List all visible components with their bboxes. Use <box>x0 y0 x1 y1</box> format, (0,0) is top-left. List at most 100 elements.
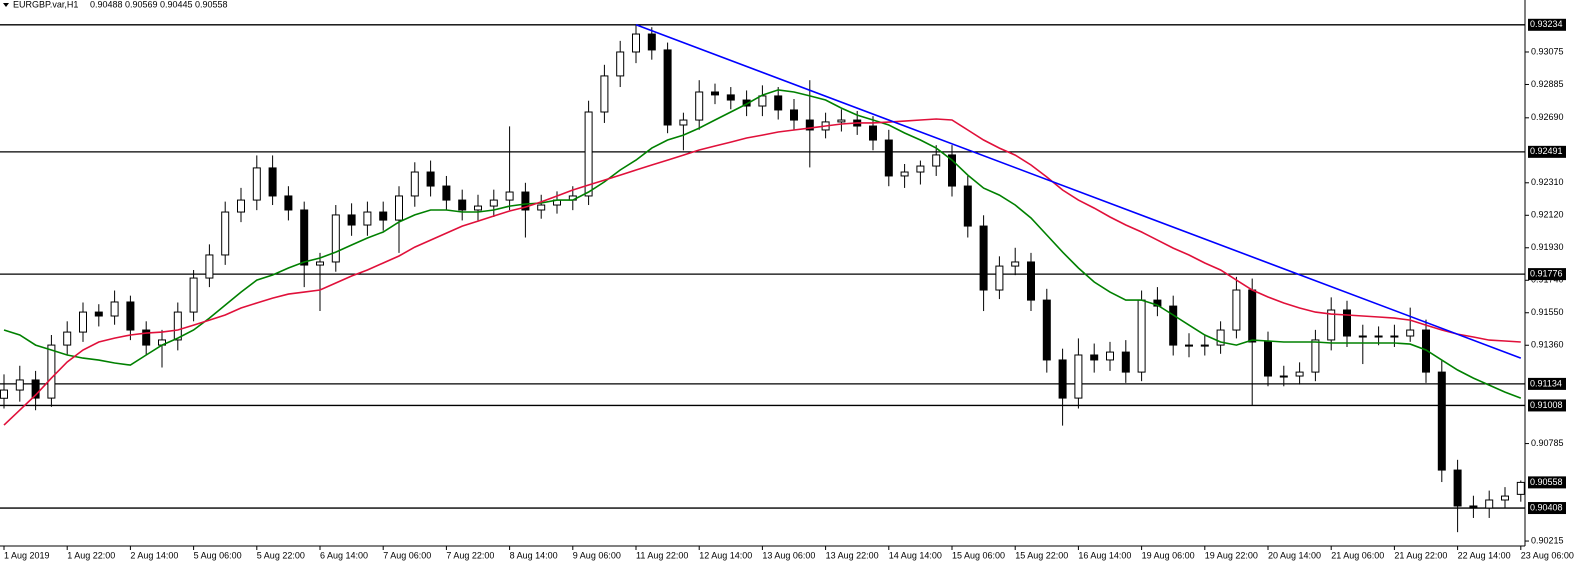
level-label: 0.93234 <box>1530 19 1563 29</box>
y-tick-label: 0.92120 <box>1531 210 1564 220</box>
candle-body <box>1501 495 1509 501</box>
x-tick-label: 6 Aug 14:00 <box>320 550 368 560</box>
candle-body <box>1453 469 1462 507</box>
candle-body <box>505 191 514 201</box>
candle-body <box>726 94 735 101</box>
candle-body <box>1485 499 1494 509</box>
candle-body <box>916 165 925 173</box>
x-tick-label: 15 Aug 06:00 <box>952 550 1005 560</box>
candle-body <box>1327 309 1336 341</box>
x-tick-label: 2 Aug 14:00 <box>130 550 178 560</box>
x-tick-label: 13 Aug 06:00 <box>762 550 815 560</box>
y-tick-label: 0.90785 <box>1531 438 1564 448</box>
candle-body <box>0 389 8 399</box>
candle-body <box>979 225 988 291</box>
x-tick-label: 9 Aug 06:00 <box>573 550 621 560</box>
candle-body <box>1374 335 1383 338</box>
candle-body <box>316 261 324 266</box>
candle-body <box>742 99 751 107</box>
candle-body <box>616 51 625 77</box>
candle-body <box>442 185 451 201</box>
candle-body <box>31 379 40 399</box>
candle-body <box>758 95 767 107</box>
candle-body <box>300 209 309 266</box>
candle-body <box>426 171 435 187</box>
x-tick-label: 13 Aug 22:00 <box>826 550 879 560</box>
candle-body <box>884 139 893 177</box>
candle-body <box>679 119 688 126</box>
candle-body <box>1390 335 1399 338</box>
candle-body <box>142 329 151 346</box>
header-high: 0.90569 <box>125 0 158 9</box>
x-tick-label: 1 Aug 22:00 <box>67 550 115 560</box>
candle-body <box>1216 329 1225 346</box>
candle-body <box>1058 359 1067 399</box>
moving-average <box>3 118 1521 426</box>
candle-body <box>521 191 530 211</box>
current-price-label: 0.90558 <box>1530 477 1563 487</box>
candle-body <box>284 195 293 211</box>
candle-body <box>790 109 798 121</box>
candle-body <box>1422 329 1430 373</box>
header-open: 0.90488 <box>90 0 123 9</box>
candle-body <box>711 91 719 96</box>
x-tick-label: 7 Aug 06:00 <box>383 550 431 560</box>
candle-body <box>900 171 909 177</box>
candle-body <box>1469 505 1478 509</box>
x-tick-label: 23 Aug 06:00 <box>1521 550 1574 560</box>
candle-body <box>1264 341 1272 377</box>
level-box <box>1528 145 1566 158</box>
y-tick-label: 0.91550 <box>1531 307 1564 317</box>
candle-body <box>995 265 1004 291</box>
current-price-box <box>1528 476 1566 489</box>
candle-body <box>695 91 704 121</box>
x-tick-label: 11 Aug 22:00 <box>636 550 688 560</box>
candle-body <box>869 125 877 141</box>
level-box <box>1528 18 1566 31</box>
candle-body <box>79 311 87 333</box>
candle-body <box>63 331 72 346</box>
candle-body <box>1106 351 1114 361</box>
x-tick-label: 22 Aug 14:00 <box>1458 550 1511 560</box>
candle-body <box>252 167 261 201</box>
candle-body <box>1279 375 1288 378</box>
y-tick-label: 0.92310 <box>1531 177 1564 187</box>
level-label: 0.92491 <box>1530 146 1563 156</box>
x-tick-label: 14 Aug 14:00 <box>889 550 942 560</box>
candle-body <box>1437 371 1446 471</box>
x-tick-label: 5 Aug 22:00 <box>257 550 305 560</box>
moving-average <box>3 89 1522 399</box>
level-label: 0.90408 <box>1530 502 1563 512</box>
candle-body <box>963 185 972 227</box>
candle-body <box>268 167 277 197</box>
x-tick-label: 20 Aug 14:00 <box>1268 550 1321 560</box>
candle-body <box>410 171 419 197</box>
x-tick-label: 16 Aug 14:00 <box>1078 550 1131 560</box>
candle-body <box>126 301 135 331</box>
candle-body <box>632 33 640 53</box>
level-box <box>1528 399 1566 412</box>
candle-body <box>379 211 388 221</box>
candle-body <box>489 199 498 207</box>
candle-body <box>1121 351 1130 373</box>
y-tick-label: 0.93075 <box>1531 46 1564 56</box>
candle-body <box>805 119 814 131</box>
candle-body <box>1311 339 1320 373</box>
candle-body <box>205 254 214 279</box>
candle-body <box>1516 481 1525 495</box>
x-tick-label: 7 Aug 22:00 <box>446 550 494 560</box>
x-tick-label: 8 Aug 14:00 <box>510 550 558 560</box>
x-tick-label: 19 Aug 22:00 <box>1205 550 1258 560</box>
y-tick-label: 0.92885 <box>1531 79 1564 89</box>
collapse-arrow[interactable] <box>3 3 9 7</box>
candle-body <box>600 75 609 113</box>
candle-body <box>1027 261 1035 301</box>
level-label: 0.91008 <box>1530 400 1563 410</box>
candle-body <box>1248 289 1257 343</box>
y-tick-label: 0.92690 <box>1531 112 1564 122</box>
candle-body <box>110 301 119 317</box>
level-label: 0.91134 <box>1530 378 1562 388</box>
